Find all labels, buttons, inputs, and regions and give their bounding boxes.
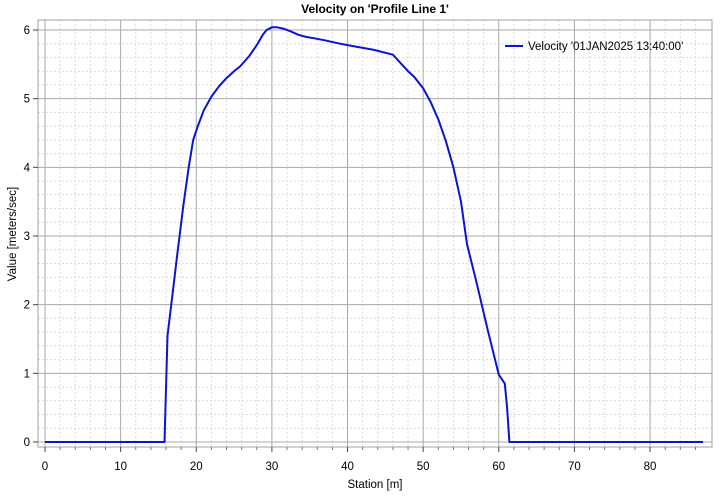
x-tick-label: 10 — [114, 461, 127, 473]
x-tick-label: 30 — [265, 461, 278, 473]
series-layer — [45, 26, 703, 443]
plot-area — [38, 20, 712, 447]
x-axis-title: Station [m] — [348, 479, 403, 491]
x-tick-label: 70 — [568, 461, 581, 473]
y-tick-label: 1 — [24, 368, 30, 380]
legend-label: Velocity '01JAN2025 13:40:00' — [528, 41, 683, 53]
chart-title: Velocity on 'Profile Line 1' — [301, 2, 449, 16]
y-tick-label: 0 — [24, 437, 30, 449]
x-tick-label: 50 — [417, 461, 430, 473]
x-tick-label: 0 — [42, 461, 48, 473]
y-axis-title: Value [meters/sec] — [7, 187, 19, 281]
y-tick-label: 5 — [24, 94, 30, 106]
y-tick-label: 6 — [24, 25, 30, 37]
x-tick-label: 60 — [492, 461, 505, 473]
legend: Velocity '01JAN2025 13:40:00' — [505, 41, 683, 53]
x-tick-label: 40 — [341, 461, 354, 473]
y-axis-ticks: 0 1 2 3 4 5 6 — [24, 25, 38, 449]
y-tick-label: 4 — [24, 162, 31, 174]
y-tick-label: 3 — [24, 231, 30, 243]
minor-grid — [38, 20, 712, 447]
velocity-line — [45, 26, 703, 443]
x-tick-label: 80 — [644, 461, 657, 473]
x-tick-label: 20 — [190, 461, 203, 473]
x-axis-ticks: 0 10 20 30 40 50 60 70 80 — [42, 447, 696, 473]
plot-border — [37, 19, 713, 448]
y-tick-label: 2 — [24, 300, 30, 312]
